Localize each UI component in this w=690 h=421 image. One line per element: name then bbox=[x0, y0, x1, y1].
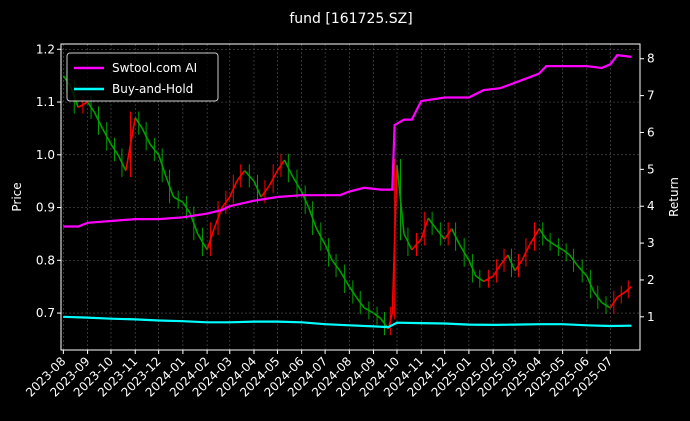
price-segment bbox=[134, 117, 143, 129]
price-segment bbox=[149, 143, 160, 156]
price-segment bbox=[420, 217, 430, 240]
price-segment bbox=[348, 286, 358, 298]
price-segment bbox=[492, 265, 501, 277]
y2-tick-label: 2 bbox=[647, 273, 655, 287]
price-segment bbox=[93, 112, 104, 129]
price-segment bbox=[576, 265, 588, 277]
y2-tick-label: 5 bbox=[647, 162, 655, 176]
price-segment bbox=[624, 286, 632, 293]
price-segment bbox=[475, 275, 485, 283]
price-segment bbox=[450, 228, 461, 245]
price-segment bbox=[77, 101, 88, 109]
price-segment bbox=[363, 307, 374, 314]
price-segment bbox=[355, 296, 365, 309]
y2-tick-label: 1 bbox=[647, 310, 655, 324]
left-axis: 0.7 0.8 0.9 1.0 1.1 1.2 bbox=[36, 42, 61, 320]
price-segment bbox=[391, 165, 398, 314]
chart-title: fund [161725.SZ] bbox=[289, 11, 412, 27]
price-segment bbox=[276, 159, 286, 172]
y2-tick-label: 7 bbox=[647, 89, 655, 103]
price-segment bbox=[125, 117, 137, 171]
legend-label-buy-hold: Buy-and-Hold bbox=[112, 82, 193, 96]
price-segment bbox=[229, 180, 238, 198]
price-segment bbox=[283, 159, 294, 177]
price-segment bbox=[586, 275, 595, 293]
price-segment bbox=[553, 243, 564, 251]
right-axis: 1 2 3 4 5 6 7 8 bbox=[640, 52, 655, 324]
return-lines bbox=[63, 53, 632, 329]
y2-axis-label: Return bbox=[667, 177, 681, 217]
price-segment bbox=[468, 259, 477, 277]
price-segment bbox=[315, 228, 326, 245]
price-segment bbox=[206, 228, 215, 251]
price-segment bbox=[260, 185, 270, 198]
y-tick-label: 1.1 bbox=[36, 95, 55, 109]
legend: Swtool.com AI Buy-and-Hold bbox=[66, 52, 219, 102]
price-segment bbox=[562, 249, 571, 256]
price-segment bbox=[396, 165, 405, 235]
price-segment bbox=[538, 228, 547, 240]
price-segment bbox=[545, 238, 555, 246]
price-segment bbox=[403, 233, 413, 251]
price-candles bbox=[62, 69, 632, 336]
legend-box bbox=[66, 52, 219, 102]
price-segment bbox=[164, 175, 175, 198]
price-segment bbox=[197, 233, 208, 251]
price-segment bbox=[244, 170, 255, 182]
price-segment bbox=[483, 275, 494, 283]
y2-tick-label: 6 bbox=[647, 125, 655, 139]
price-segment bbox=[157, 154, 167, 177]
series-line-1 bbox=[63, 315, 632, 329]
price-segment bbox=[324, 244, 333, 261]
price-segment bbox=[173, 196, 184, 203]
price-segment bbox=[458, 244, 470, 261]
price-segment bbox=[268, 170, 279, 187]
price-segment bbox=[221, 196, 231, 209]
price-segment bbox=[499, 254, 509, 267]
price-segment bbox=[101, 128, 112, 145]
price-segment bbox=[616, 291, 626, 298]
price-segment bbox=[117, 154, 127, 171]
price-segment bbox=[331, 259, 341, 272]
y2-tick-label: 4 bbox=[647, 199, 655, 213]
price-segment bbox=[601, 301, 611, 309]
price-segment bbox=[569, 254, 579, 267]
price-segment bbox=[86, 101, 96, 114]
price-segment bbox=[609, 296, 619, 309]
price-segment bbox=[529, 228, 540, 245]
price-segment bbox=[443, 228, 453, 240]
price-segment bbox=[291, 175, 303, 193]
price-segment bbox=[521, 244, 531, 261]
price-segment bbox=[514, 259, 523, 272]
price-segment bbox=[593, 291, 603, 303]
y-tick-label: 0.8 bbox=[36, 253, 55, 267]
y-tick-label: 0.9 bbox=[36, 201, 55, 215]
price-segment bbox=[182, 201, 191, 214]
price-segment bbox=[141, 128, 151, 145]
price-segment bbox=[435, 228, 446, 240]
y-tick-label: 0.7 bbox=[36, 306, 55, 320]
y-tick-label: 1.0 bbox=[36, 148, 55, 162]
price-segment bbox=[307, 207, 318, 229]
price-segment bbox=[507, 254, 516, 272]
price-segment bbox=[411, 238, 422, 251]
y-axis-label: Price bbox=[10, 182, 24, 211]
y-tick-label: 1.2 bbox=[36, 42, 55, 56]
series-line-0 bbox=[63, 53, 632, 228]
price-segment bbox=[236, 170, 246, 182]
y2-tick-label: 8 bbox=[647, 52, 655, 66]
plot-frame bbox=[60, 43, 641, 351]
price-segment bbox=[253, 180, 262, 198]
price-segment bbox=[427, 217, 437, 230]
y2-tick-label: 3 bbox=[647, 236, 655, 250]
price-segment bbox=[339, 270, 351, 288]
price-segment bbox=[110, 143, 119, 156]
price-segment bbox=[373, 312, 382, 319]
legend-label-ai: Swtool.com AI bbox=[112, 61, 197, 75]
